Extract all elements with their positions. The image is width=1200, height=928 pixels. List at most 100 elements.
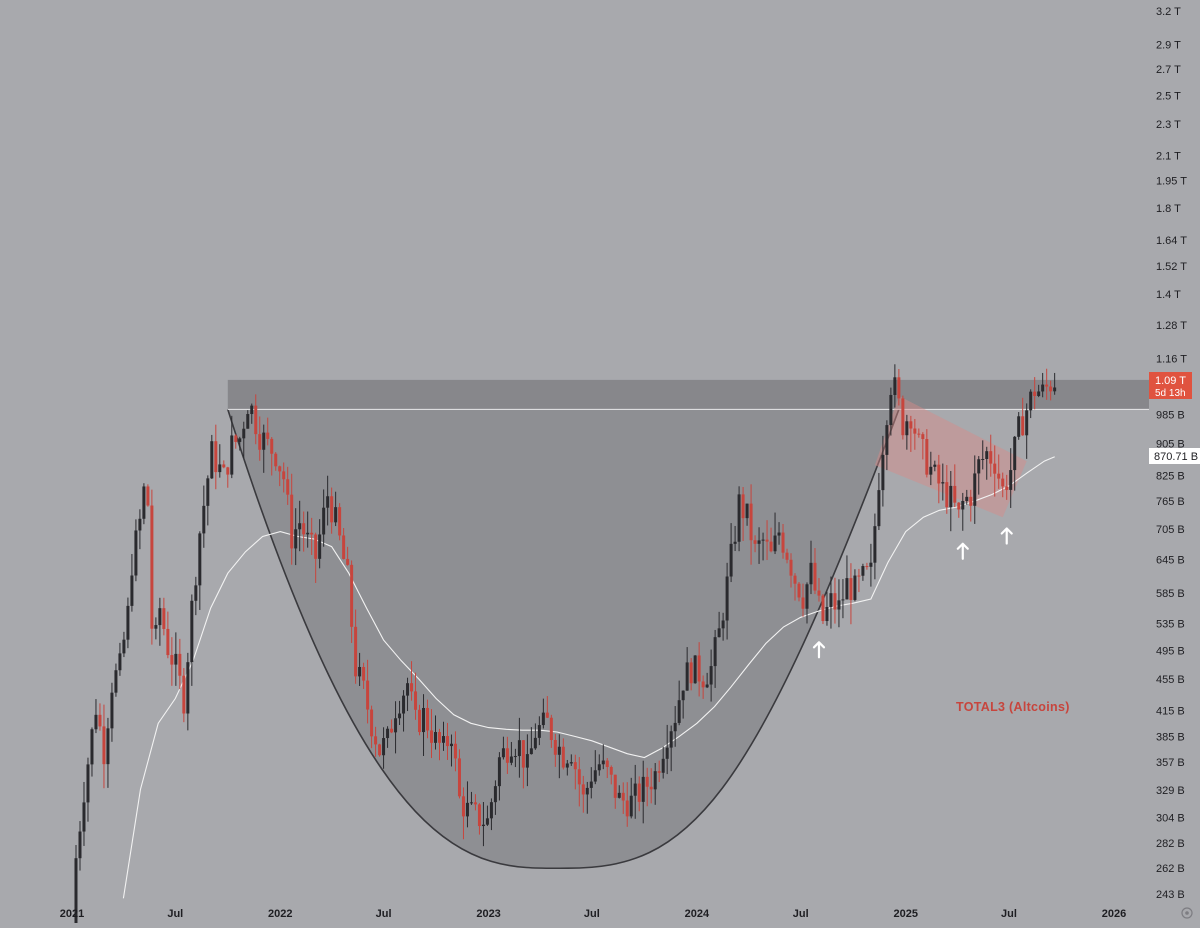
candle-up — [805, 584, 809, 609]
candle-down — [817, 590, 821, 596]
candle-up — [1025, 410, 1029, 436]
candle-up — [481, 824, 485, 827]
x-tick-label: 2025 — [893, 908, 917, 920]
moving-average-line — [122, 456, 1055, 899]
candle-up — [725, 576, 729, 621]
candle-up — [497, 757, 501, 787]
candle-up — [154, 625, 158, 629]
candle-up — [422, 707, 426, 733]
candle-down — [457, 758, 461, 797]
cup-curve — [227, 409, 900, 870]
candle-down — [461, 796, 465, 817]
candle-down — [254, 405, 258, 435]
candle-down — [282, 471, 286, 480]
candle-down — [581, 784, 585, 795]
x-tick-label: Jul — [584, 908, 600, 920]
candle-up — [933, 464, 937, 467]
candle-down — [749, 503, 753, 541]
candle-down — [1001, 478, 1005, 487]
candle-up — [773, 535, 777, 552]
candle-down — [1021, 416, 1025, 436]
candle-up — [186, 662, 190, 714]
candle-down — [865, 566, 869, 568]
candle-down — [521, 740, 525, 768]
candle-down — [605, 760, 609, 767]
candle-down — [957, 502, 961, 510]
candle-up — [713, 637, 717, 667]
y-tick-label: 415 B — [1156, 706, 1185, 718]
candle-up — [533, 737, 537, 749]
candle-up — [202, 505, 206, 534]
candle-down — [146, 486, 150, 506]
candle-up — [318, 534, 322, 559]
candle-up — [929, 466, 933, 475]
candle-up — [653, 771, 657, 790]
ma-value: 870.71 B — [1154, 451, 1198, 463]
candle-up — [973, 473, 977, 506]
ma-badge-bg — [1149, 448, 1200, 464]
candle-up — [685, 662, 689, 691]
y-tick-label: 2.3 T — [1156, 119, 1181, 131]
candle-up — [493, 786, 497, 803]
candle-up — [733, 541, 737, 544]
up-arrow-icon — [1000, 527, 1013, 545]
settings-icon[interactable] — [1181, 907, 1193, 919]
candle-up — [334, 507, 338, 523]
candle-up — [677, 700, 681, 723]
candle-down — [697, 655, 701, 682]
candle-down — [226, 467, 230, 475]
candle-up — [194, 585, 198, 601]
candle-up — [74, 858, 78, 928]
candle-down — [150, 505, 154, 629]
y-tick-label: 765 B — [1156, 496, 1185, 508]
current-price-badge: 1.09 T 5d 13h — [1149, 372, 1192, 399]
candle-up — [881, 454, 885, 491]
candle-up — [114, 670, 118, 693]
candle-up — [210, 441, 214, 479]
candle-up — [174, 653, 178, 665]
candle-up — [142, 486, 146, 519]
candle-down — [857, 575, 861, 577]
candle-down — [222, 464, 226, 468]
candle-up — [717, 628, 721, 638]
candle-up — [861, 566, 865, 576]
candle-up — [250, 405, 254, 415]
candle-up — [242, 428, 246, 439]
candle-down — [182, 675, 186, 714]
candle-up — [681, 690, 685, 701]
candle-up — [669, 731, 673, 748]
y-tick-label: 262 B — [1156, 863, 1185, 875]
candle-down — [549, 717, 553, 741]
candle-up — [82, 802, 86, 832]
candle-down — [310, 532, 314, 535]
y-tick-label: 243 B — [1156, 889, 1185, 901]
candle-down — [689, 662, 693, 684]
candle-up — [138, 518, 142, 531]
candle-down — [609, 766, 613, 775]
candle-down — [785, 552, 789, 560]
candle-down — [813, 562, 817, 591]
candle-down — [849, 578, 853, 600]
candle-up — [889, 394, 893, 426]
candle-up — [661, 758, 665, 773]
y-tick-label: 825 B — [1156, 470, 1185, 482]
candle-up — [298, 523, 302, 530]
candle-up — [941, 482, 945, 484]
y-tick-label: 985 B — [1156, 410, 1185, 422]
candle-down — [234, 435, 238, 442]
candle-up — [641, 776, 645, 802]
candle-up — [501, 748, 505, 758]
candle-down — [505, 748, 509, 763]
candle-down — [621, 792, 625, 801]
candle-down — [418, 709, 422, 733]
candle-up — [825, 607, 829, 622]
y-tick-label: 1.52 T — [1156, 261, 1187, 273]
candle-down — [769, 541, 773, 552]
candle-up — [673, 722, 677, 732]
x-tick-label: Jul — [376, 908, 392, 920]
candle-down — [258, 434, 262, 450]
candle-up — [509, 756, 513, 763]
candle-up — [517, 740, 521, 757]
candle-up — [557, 746, 561, 755]
